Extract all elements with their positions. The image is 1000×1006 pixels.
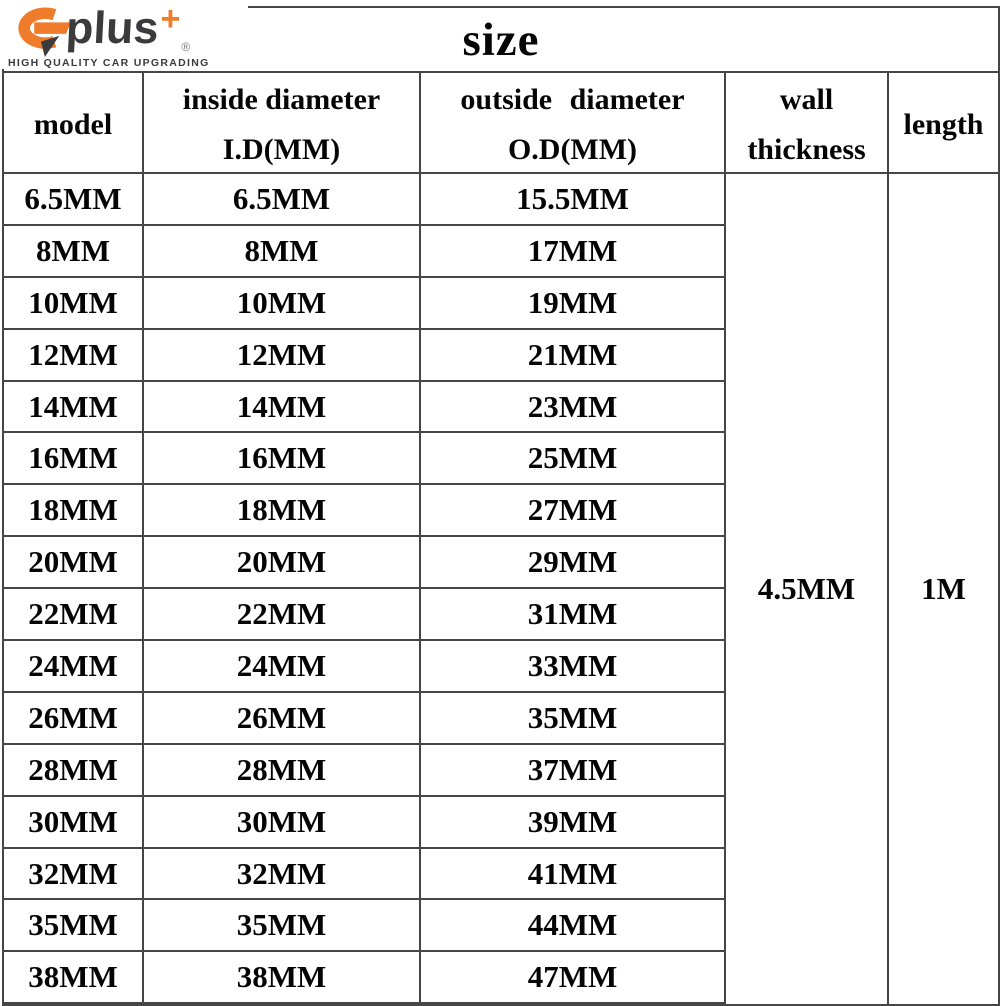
od-cell: 33MM xyxy=(421,641,726,693)
id-cell: 18MM xyxy=(144,485,421,538)
model-cell: 18MM xyxy=(4,485,144,538)
id-cell: 38MM xyxy=(144,952,421,1005)
id-cell: 12MM xyxy=(144,329,421,382)
id-cell: 26MM xyxy=(144,692,421,745)
id-cell: 22MM xyxy=(144,589,421,642)
brand-logo-row: plus + ® xyxy=(8,0,248,58)
plus-mark-icon: + xyxy=(160,0,181,38)
id-cell: 10MM xyxy=(144,277,421,330)
id-cell: 30MM xyxy=(144,796,421,849)
header-outside-line1: outside diameter xyxy=(460,83,685,116)
header-wall-line2: thickness xyxy=(747,133,866,166)
id-cell: 32MM xyxy=(144,848,421,901)
header-model: model xyxy=(4,73,144,174)
model-cell: 10MM xyxy=(4,277,144,330)
model-cell: 28MM xyxy=(4,744,144,797)
brand-logo: plus + ® HIGH QUALITY CAR UPGRADING xyxy=(0,0,248,69)
length-value: 1M xyxy=(921,571,966,607)
od-cell: 37MM xyxy=(421,744,726,797)
id-cell: 35MM xyxy=(144,900,421,953)
eplus-e-icon xyxy=(18,7,71,58)
id-cell: 14MM xyxy=(144,381,421,434)
brand-tagline: HIGH QUALITY CAR UPGRADING xyxy=(8,57,210,69)
brand-text: plus xyxy=(64,2,160,53)
od-cell: 17MM xyxy=(421,225,726,278)
od-cell: 31MM xyxy=(421,589,726,642)
model-cell: 20MM xyxy=(4,537,144,590)
od-cell: 29MM xyxy=(421,537,726,590)
od-cell: 23MM xyxy=(421,381,726,434)
od-cell: 15.5MM xyxy=(421,174,726,226)
od-cell: 25MM xyxy=(421,433,726,486)
od-cell: 19MM xyxy=(421,277,726,330)
id-cell: 20MM xyxy=(144,537,421,590)
id-cell: 16MM xyxy=(144,433,421,486)
od-cell: 21MM xyxy=(421,329,726,382)
registered-trademark-icon: ® xyxy=(181,40,191,54)
id-cell: 6.5MM xyxy=(144,174,421,226)
header-wall-line1: wall xyxy=(779,83,834,116)
od-cell: 44MM xyxy=(421,900,726,953)
id-cell: 8MM xyxy=(144,225,421,278)
header-inside-line1: inside diameter xyxy=(182,83,381,116)
model-cell: 14MM xyxy=(4,381,144,434)
header-outside-line2: O.D(MM) xyxy=(507,133,638,166)
header-outside-diameter: outside diameter O.D(MM) xyxy=(421,73,726,174)
header-inside-diameter: inside diameter I.D(MM) xyxy=(144,73,421,174)
od-cell: 27MM xyxy=(421,485,726,538)
od-cell: 35MM xyxy=(421,692,726,745)
id-cell: 24MM xyxy=(144,641,421,693)
model-cell: 26MM xyxy=(4,692,144,745)
model-cell: 38MM xyxy=(4,952,144,1005)
id-cell: 28MM xyxy=(144,744,421,797)
model-cell: 12MM xyxy=(4,329,144,382)
model-cell: 24MM xyxy=(4,641,144,693)
model-cell: 32MM xyxy=(4,848,144,901)
od-cell: 47MM xyxy=(421,952,726,1005)
od-cell: 41MM xyxy=(421,848,726,901)
model-cell: 16MM xyxy=(4,433,144,486)
od-cell: 39MM xyxy=(421,796,726,849)
model-cell: 35MM xyxy=(4,900,144,953)
header-wall-thickness: wall thickness xyxy=(726,73,889,174)
size-table: size model inside diameter I.D(MM) outsi… xyxy=(2,6,1000,1006)
model-cell: 30MM xyxy=(4,796,144,849)
wall-thickness-value: 4.5MM xyxy=(726,174,889,1005)
page-title: size xyxy=(4,8,998,73)
header-length: length xyxy=(889,73,998,174)
model-cell: 22MM xyxy=(4,589,144,642)
model-cell: 8MM xyxy=(4,225,144,278)
header-inside-line2: I.D(MM) xyxy=(222,133,341,166)
model-cell: 6.5MM xyxy=(4,174,144,226)
